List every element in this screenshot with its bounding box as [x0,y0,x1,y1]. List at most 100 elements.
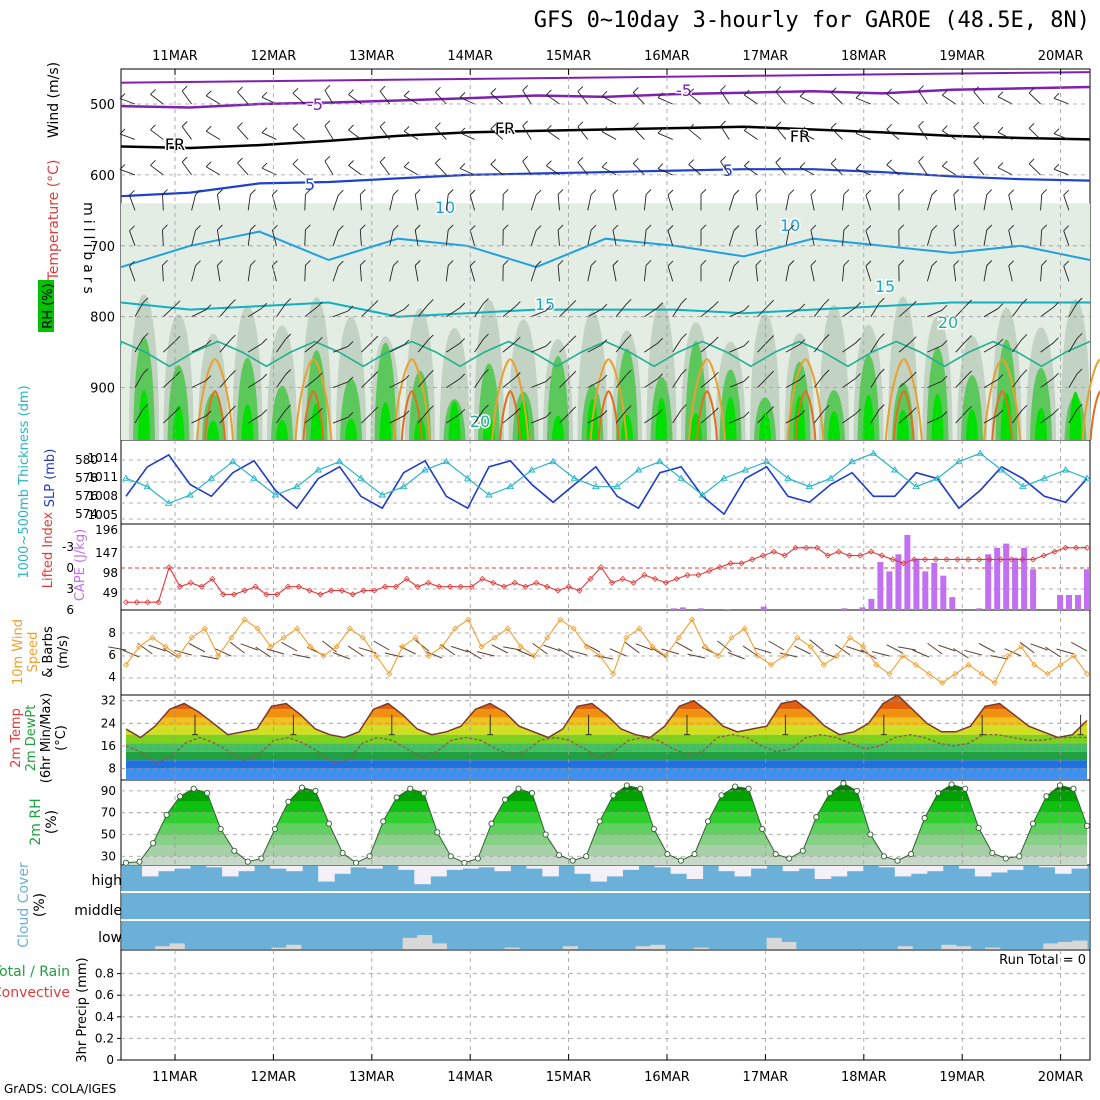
wind-barb-flag [1063,189,1070,196]
rh-blob-low [1060,299,1091,440]
wind-barb [522,125,532,140]
wind-barb-flag [1041,259,1048,266]
wind-barb-flag [545,340,552,347]
wind-barb-flag [348,160,354,166]
wind-barb [304,265,306,282]
wind-barb [728,194,735,211]
wind-barb-flag [645,259,652,266]
wind-barb-flag [392,189,399,196]
wind-barb [469,265,476,282]
wind-barb-flag [483,333,489,340]
rh-point [420,790,427,797]
wind-barb-flag [799,303,806,310]
cape-bar [994,547,1001,610]
rh-point [975,824,982,831]
wind-barb-flag [1076,403,1083,410]
wind-speed-point [399,643,406,650]
wind-speed-point [531,652,538,659]
wind-barb-flag [1021,404,1028,411]
axis-label: Cloud Cover [16,862,32,948]
wind-speed-point [122,661,130,668]
wind-barb-flag [865,189,872,196]
wind-barb-flag [1008,189,1015,196]
wind-barb-10m [108,646,127,651]
wind-barb [927,309,943,318]
warm-contour [196,358,234,441]
lifted-index-cape-panel: -3 0 3 6 196 147 98 49 Lifted Index CAPE (J/kg) [41,511,1091,617]
wind-barb [983,265,988,282]
high-cloud-gap [222,866,239,877]
li-tick-label: -3 [62,540,74,554]
thickness-point [164,499,173,506]
frame-wind [120,609,1091,696]
high-cloud-gap [958,866,976,869]
wind-barb [785,230,790,246]
cape-bar [679,607,686,610]
li-point [425,579,432,586]
wind-barb [953,229,957,246]
pressure-tick-label: 900 [90,382,115,397]
thickness-point [506,482,515,490]
thickness-point [143,482,152,490]
wind-barb-flag [823,298,830,305]
wind-speed-point [544,634,551,641]
wind-barb [983,379,999,388]
rh-blob-mid [236,357,259,440]
wind-barb [955,410,967,424]
wind-barb-flag [918,85,924,92]
li-point [749,556,756,563]
li-point [198,583,205,590]
axis-label: (m/s) [56,635,71,669]
wind-speed-point [1044,670,1051,677]
wind-barb-flag [810,260,817,266]
wind-barb-flag [799,91,806,97]
rh-point [434,829,441,836]
low-cloud-bar [1057,942,1073,949]
low-cloud-bar [431,943,447,949]
li-point [878,552,885,559]
wind-barb-flag [886,124,893,130]
rh-point [596,818,603,825]
thickness-point [891,466,899,473]
wind-barb-flag [657,302,664,309]
wind-barb-flag [483,404,489,411]
wind-barb-flag [119,93,126,99]
temp-tick-label: 32 [101,694,116,708]
rh-point [962,785,969,792]
wind-barb-10m [440,644,456,656]
slp-tick-label: 1011 [87,470,118,484]
contour-15c [120,301,1090,318]
high-cloud-gap [686,866,704,879]
wind-barb-flag [535,225,542,231]
wind-barb [219,304,231,317]
wind-barb-flag [348,124,354,131]
thickness-point [570,474,579,481]
wind-barb [292,128,306,140]
axis-label: 10m Wind [11,619,26,685]
wind-barb [830,163,843,176]
wind-barb [191,194,196,211]
wind-barb-flag [427,334,434,341]
wind-barb [785,414,801,424]
warm-contour [983,358,1022,441]
wind-barb-flag [1053,128,1060,135]
thickness-point [228,457,237,465]
wind-barb-flag [997,338,1004,345]
wind-barb-flag [514,336,521,343]
wind-barb [886,164,900,176]
wind-barb-flag [1021,334,1028,340]
wind-barb-flag [799,374,806,381]
wind-tick-label: 6 [108,648,116,662]
rh-point [407,785,414,792]
wind-barb [720,90,730,105]
wind-barb [502,341,516,353]
li-point [436,583,443,590]
wind-barb [927,380,943,389]
low-cloud-bar [155,946,171,949]
thickness-point [271,491,280,498]
wind-speed-point [846,634,854,641]
wind-barb-flag [502,224,509,231]
wind-barb-flag [150,159,156,166]
temp-band [126,717,1087,727]
high-cloud-gap [142,866,159,877]
